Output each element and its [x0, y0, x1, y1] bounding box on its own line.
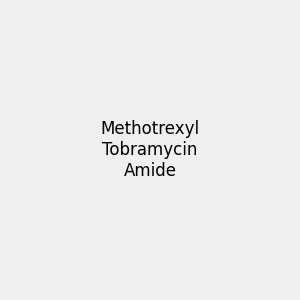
Text: Methotrexyl
Tobramycin
Amide: Methotrexyl Tobramycin Amide — [100, 120, 200, 180]
